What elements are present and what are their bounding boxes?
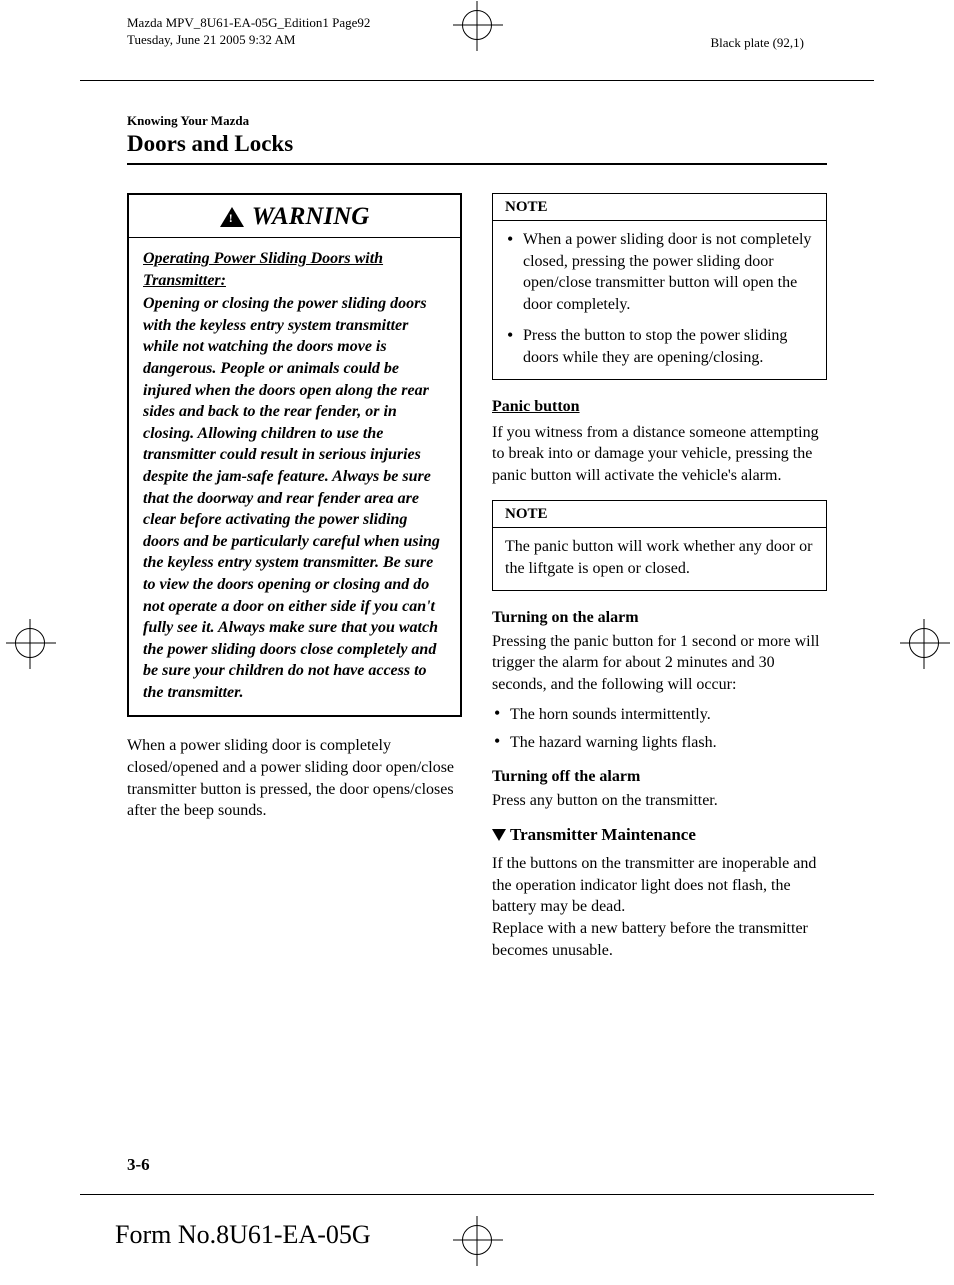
turn-on-text: Pressing the panic button for 1 second o… — [492, 631, 827, 696]
after-warning-text: When a power sliding door is completely … — [127, 735, 462, 821]
note-box-2: NOTE The panic button will work whether … — [492, 500, 827, 590]
down-triangle-icon — [492, 829, 506, 841]
file-line-1: Mazda MPV_8U61-EA-05G_Edition1 Page92 — [127, 15, 370, 32]
right-column: NOTE When a power sliding door is not co… — [492, 193, 827, 975]
warning-label: WARNING — [252, 203, 370, 231]
form-number: Form No.8U61-EA-05G — [115, 1220, 371, 1250]
maintenance-text-1: If the buttons on the transmitter are in… — [492, 853, 827, 918]
note-2-body: The panic button will work whether any d… — [493, 528, 826, 589]
note-1-item-2: Press the button to stop the power slidi… — [523, 325, 814, 368]
warning-box: WARNING Operating Power Sliding Doors wi… — [127, 193, 462, 717]
crop-mark-left-icon — [15, 628, 45, 658]
crop-mark-right-icon — [909, 628, 939, 658]
turn-on-heading: Turning on the alarm — [492, 609, 827, 627]
warning-triangle-icon — [220, 207, 244, 227]
turn-off-text: Press any button on the transmitter. — [492, 790, 827, 812]
turn-on-bullet-2: The hazard warning lights flash. — [510, 731, 827, 754]
bottom-rule — [80, 1194, 874, 1195]
warning-subtitle: Operating Power Sliding Doors with Trans… — [143, 248, 446, 291]
note-1-label: NOTE — [493, 194, 826, 221]
maintenance-heading: Transmitter Maintenance — [492, 825, 827, 845]
warning-text: Opening or closing the power sliding doo… — [143, 293, 446, 703]
top-rule — [80, 80, 874, 81]
columns: WARNING Operating Power Sliding Doors wi… — [127, 193, 827, 975]
header-plate: Black plate (92,1) — [711, 35, 805, 51]
note-1-body: When a power sliding door is not complet… — [493, 221, 826, 379]
warning-header: WARNING — [129, 195, 460, 238]
turn-on-bullets: The horn sounds intermittently. The haza… — [492, 703, 827, 753]
turn-on-bullet-1: The horn sounds intermittently. — [510, 703, 827, 726]
note-2-label: NOTE — [493, 501, 826, 528]
maintenance-text-2: Replace with a new battery before the tr… — [492, 918, 827, 961]
panic-heading: Panic button — [492, 398, 827, 416]
crop-mark-top-icon — [462, 10, 492, 40]
note-1-item-1: When a power sliding door is not complet… — [523, 229, 814, 315]
title-rule — [127, 163, 827, 165]
page-number: 3-6 — [127, 1155, 150, 1175]
left-column: WARNING Operating Power Sliding Doors wi… — [127, 193, 462, 975]
turn-off-heading: Turning off the alarm — [492, 768, 827, 786]
section-title: Doors and Locks — [127, 131, 827, 157]
warning-body: Operating Power Sliding Doors with Trans… — [129, 238, 460, 715]
header-file-info: Mazda MPV_8U61-EA-05G_Edition1 Page92 Tu… — [127, 15, 370, 49]
content-area: Knowing Your Mazda Doors and Locks WARNI… — [127, 113, 827, 1175]
section-eyebrow: Knowing Your Mazda — [127, 113, 827, 129]
panic-text: If you witness from a distance someone a… — [492, 422, 827, 487]
maintenance-label: Transmitter Maintenance — [510, 825, 696, 844]
note-box-1: NOTE When a power sliding door is not co… — [492, 193, 827, 380]
file-line-2: Tuesday, June 21 2005 9:32 AM — [127, 32, 370, 49]
crop-mark-bottom-icon — [462, 1225, 492, 1255]
